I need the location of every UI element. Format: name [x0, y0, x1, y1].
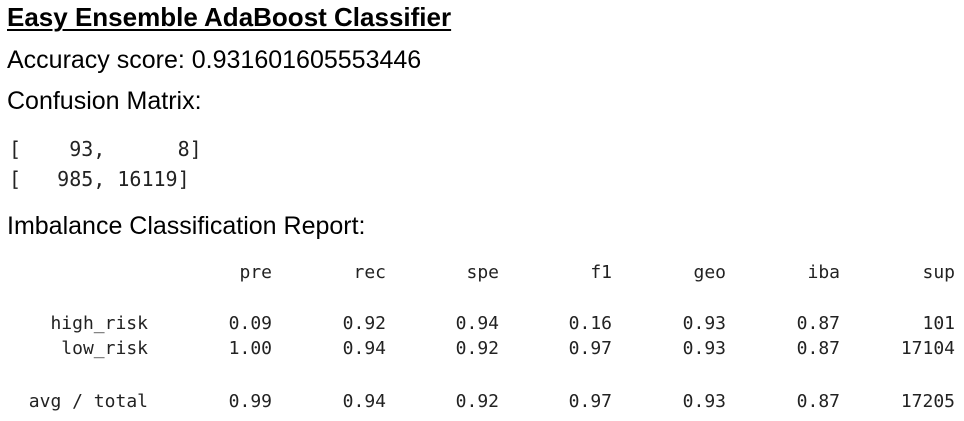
report-label: Imbalance Classification Report:	[7, 212, 366, 240]
report-cell: 101	[922, 313, 955, 334]
report-header-f1: f1	[590, 262, 612, 283]
report-cell: 0.92	[342, 313, 386, 334]
report-cell: 0.99	[228, 391, 272, 412]
report-header-iba: iba	[807, 262, 840, 283]
report-header-spe: spe	[466, 262, 499, 283]
report-cell: 17104	[900, 338, 955, 359]
report-cell: 0.09	[228, 313, 272, 334]
report-cell: 0.87	[796, 313, 840, 334]
report-header-rec: rec	[353, 262, 386, 283]
report-cell: 0.92	[455, 391, 499, 412]
report-cell: 0.16	[568, 313, 612, 334]
report-cell: 0.94	[455, 313, 499, 334]
report-cell: 17205	[900, 391, 955, 412]
report-row-label: avg / total	[28, 391, 148, 412]
report-cell: 0.92	[455, 338, 499, 359]
report-cell: 1.00	[228, 338, 272, 359]
confusion-matrix-row: [ 985, 16119]	[9, 167, 190, 191]
report-cell: 0.94	[342, 338, 386, 359]
report-cell: 0.97	[568, 391, 612, 412]
report-cell: 0.87	[796, 391, 840, 412]
report-row-label: low_risk	[61, 338, 148, 359]
report-header-sup: sup	[922, 262, 955, 283]
report-header-geo: geo	[693, 262, 726, 283]
report-cell: 0.87	[796, 338, 840, 359]
accuracy-score: Accuracy score: 0.931601605553446	[7, 46, 422, 74]
report-cell: 0.93	[682, 338, 726, 359]
confusion-matrix-label: Confusion Matrix:	[7, 87, 202, 115]
confusion-matrix-row: [ 93, 8]	[9, 137, 202, 161]
report-cell: 0.93	[682, 313, 726, 334]
report-cell: 0.93	[682, 391, 726, 412]
report-header-pre: pre	[239, 262, 272, 283]
report-cell: 0.94	[342, 391, 386, 412]
report-row-label: high_risk	[50, 313, 148, 334]
page-title: Easy Ensemble AdaBoost Classifier	[7, 2, 452, 32]
report-cell: 0.97	[568, 338, 612, 359]
